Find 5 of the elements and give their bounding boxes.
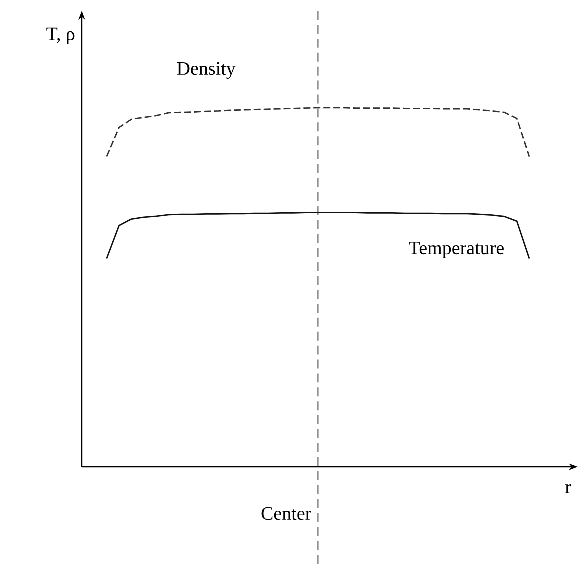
series-label: Density — [177, 62, 236, 79]
series-label: Temperature — [409, 242, 504, 258]
y-axis-title: T, ρ — [46, 28, 75, 44]
text: Center — [262, 507, 312, 520]
x-axis-title: r — [566, 484, 572, 494]
